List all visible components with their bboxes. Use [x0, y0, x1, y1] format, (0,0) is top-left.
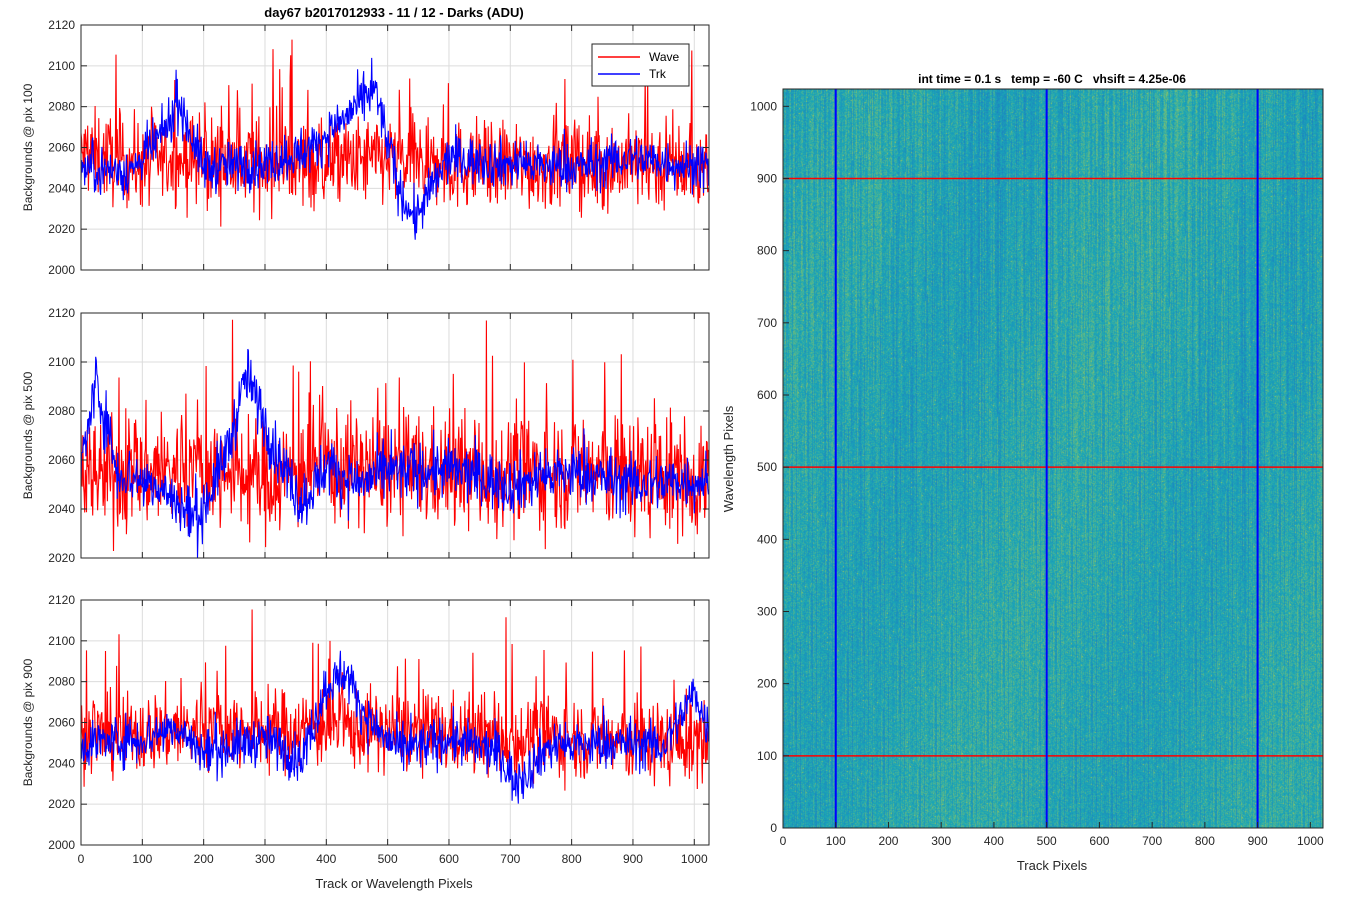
y-tick-label: 2060 — [48, 141, 75, 155]
series-line-trk — [81, 650, 709, 804]
heatmap-y-tick-label: 400 — [757, 532, 777, 546]
legend-label-trk: Trk — [649, 67, 667, 81]
heatmap-image — [783, 89, 1323, 828]
heatmap-x-tick-label: 600 — [1089, 834, 1109, 848]
y-tick-label: 2080 — [48, 404, 75, 418]
y-tick-label: 2120 — [48, 593, 75, 607]
y-tick-label: 2000 — [48, 263, 75, 277]
x-tick-label: 1000 — [681, 852, 708, 866]
heatmap-y-tick-label: 900 — [757, 171, 777, 185]
x-tick-label: 800 — [562, 852, 582, 866]
heatmap-x-tick-label: 900 — [1248, 834, 1268, 848]
y-axis-label: Backgrounds @ pix 100 — [21, 83, 35, 211]
y-tick-label: 2040 — [48, 756, 75, 770]
line-panel-2: 2020 2040 2060 2080 2100 2120 Backgrounds @ pi… — [21, 306, 710, 565]
heatmap-y-tick-label: 800 — [757, 244, 777, 258]
y-tick-label: 2080 — [48, 675, 75, 689]
y-tick-label: 2060 — [48, 453, 75, 467]
y-axis-label: Backgrounds @ pix 500 — [21, 371, 35, 499]
heatmap-x-tick-label: 200 — [878, 834, 898, 848]
x-tick-label: 0 — [78, 852, 85, 866]
x-tick-label: 500 — [378, 852, 398, 866]
legend-box — [591, 43, 690, 87]
x-tick-label: 100 — [132, 852, 152, 866]
y-tick-label: 2020 — [48, 551, 75, 565]
legend: Wave Trk — [591, 43, 690, 87]
x-tick-label: 900 — [623, 852, 643, 866]
heatmap-y-tick-label: 100 — [757, 749, 777, 763]
legend-label-wave: Wave — [649, 50, 680, 64]
heatmap-y-tick-label: 500 — [757, 460, 777, 474]
y-tick-label: 2040 — [48, 181, 75, 195]
x-tick-label: 200 — [194, 852, 214, 866]
y-tick-label: 2040 — [48, 502, 75, 516]
y-tick-label: 2120 — [48, 18, 75, 32]
heatmap-x-tick-label: 0 — [780, 834, 787, 848]
plot-frame — [80, 312, 710, 559]
heatmap-x-tick-label: 400 — [984, 834, 1004, 848]
heatmap-y-tick-label: 200 — [757, 677, 777, 691]
heatmap-y-tick-label: 700 — [757, 316, 777, 330]
figure-title: day67 b2017012933 - 11 / 12 - Darks (ADU… — [264, 5, 523, 20]
heatmap-x-tick-label: 500 — [1037, 834, 1057, 848]
x-tick-label: 400 — [316, 852, 336, 866]
y-tick-label: 2060 — [48, 716, 75, 730]
y-tick-label: 2080 — [48, 100, 75, 114]
y-tick-label: 2000 — [48, 838, 75, 852]
heatmap-title: int time = 0.1 s temp = -60 C vhsift = 4… — [918, 72, 1186, 86]
heatmap-y-tick-label: 300 — [757, 604, 777, 618]
heatmap-y-axis-label: Wavelength Pixels — [721, 405, 736, 512]
heatmap-x-axis-label: Track Pixels — [1017, 858, 1088, 873]
y-tick-label: 2120 — [48, 306, 75, 320]
heatmap-panel: 0 100 200 300 400 500 600 700 800 900 1000 0 100 200 3… — [750, 88, 1324, 848]
heatmap-x-tick-label: 1000 — [1297, 834, 1324, 848]
y-axis-label: Backgrounds @ pix 900 — [21, 658, 35, 786]
y-tick-label: 2100 — [48, 634, 75, 648]
series-line-trk — [81, 57, 709, 240]
heatmap-y-tick-label: 1000 — [750, 99, 777, 113]
heatmap-x-tick-label: 100 — [826, 834, 846, 848]
y-tick-label: 2100 — [48, 59, 75, 73]
x-tick-label: 600 — [439, 852, 459, 866]
heatmap-x-tick-label: 800 — [1195, 834, 1215, 848]
x-tick-label: 700 — [500, 852, 520, 866]
heatmap-x-tick-label: 300 — [931, 834, 951, 848]
y-tick-label: 2020 — [48, 222, 75, 236]
heatmap-frame — [782, 88, 1324, 829]
heatmap-y-tick-label: 0 — [770, 821, 777, 835]
x-tick-label: 300 — [255, 852, 275, 866]
y-tick-label: 2020 — [48, 797, 75, 811]
heatmap-y-tick-label: 600 — [757, 388, 777, 402]
left-x-axis-label: Track or Wavelength Pixels — [315, 876, 473, 891]
line-panel-3: 0 100 200 300 400 500 600 700 800 900 1000 2000 2020… — [21, 593, 710, 866]
series-line-trk — [81, 348, 709, 558]
heatmap-x-tick-label: 700 — [1142, 834, 1162, 848]
y-tick-label: 2100 — [48, 355, 75, 369]
